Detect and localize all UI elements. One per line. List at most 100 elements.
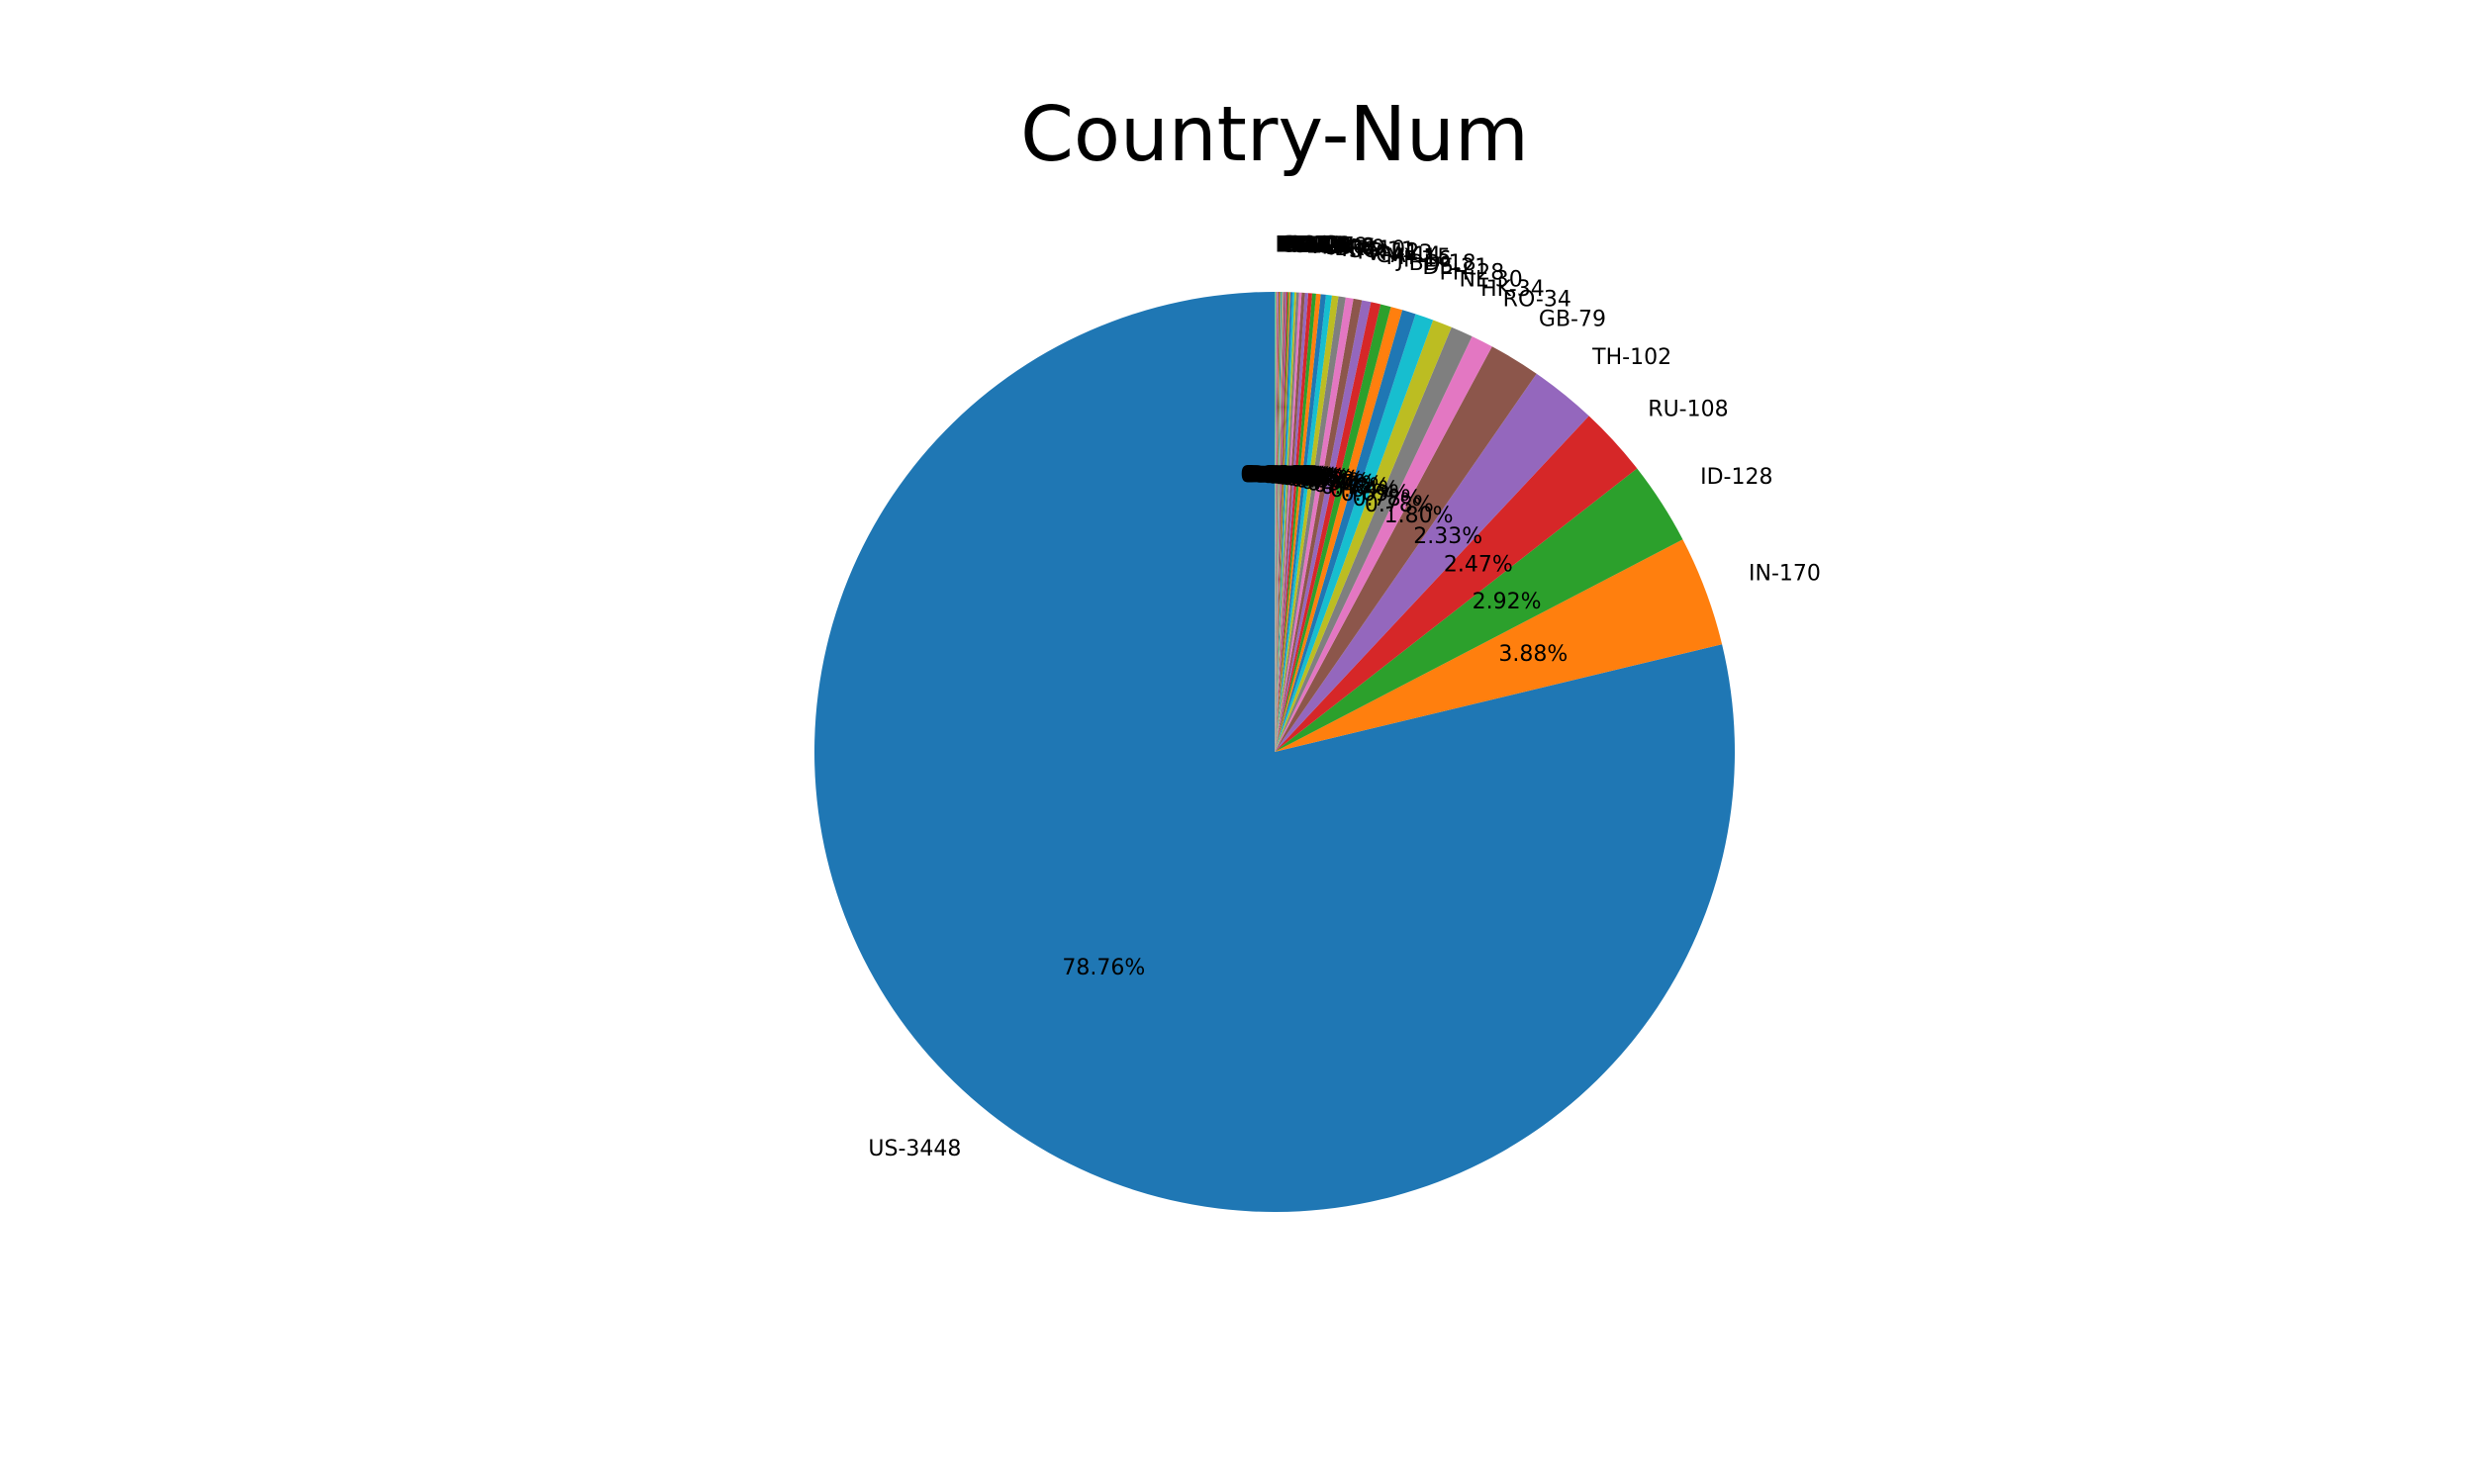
slice-label: CN-2 bbox=[1291, 233, 1345, 258]
slice-percent-label: 0.02% bbox=[1243, 463, 1312, 488]
pie-slice bbox=[1275, 296, 1346, 752]
pie-slice bbox=[1275, 307, 1403, 752]
pie-slice bbox=[1275, 294, 1326, 752]
slice-percent-label: 3.88% bbox=[1498, 642, 1568, 667]
pie-slice bbox=[1275, 300, 1372, 752]
slice-percent-label: 0.05% bbox=[1248, 463, 1317, 488]
slice-percent-label: 0.11% bbox=[1259, 464, 1328, 489]
pie-slice bbox=[1275, 314, 1434, 752]
pie-slice bbox=[1275, 292, 1305, 752]
pie-slice bbox=[1275, 292, 1284, 752]
slice-label: PH-28 bbox=[1439, 260, 1504, 285]
pie-slice bbox=[1275, 292, 1295, 752]
slice-percent-label: 0.02% bbox=[1240, 463, 1309, 488]
slice-percent-label: 0.34% bbox=[1300, 470, 1370, 495]
pie-slice bbox=[1275, 293, 1309, 752]
slice-label: TW-6 bbox=[1317, 234, 1374, 259]
slice-label: GB-79 bbox=[1539, 308, 1606, 332]
slice-percent-label: 0.02% bbox=[1243, 463, 1312, 488]
pie-slice bbox=[1275, 292, 1277, 752]
slice-label: FR-12 bbox=[1357, 239, 1419, 264]
slice-percent-label: 0.78% bbox=[1365, 493, 1434, 517]
slice-percent-label: 0.07% bbox=[1253, 463, 1322, 488]
slice-label: ZA-2 bbox=[1286, 233, 1338, 258]
slice-label: RO-34 bbox=[1503, 287, 1571, 312]
slice-percent-label: 0.05% bbox=[1247, 463, 1316, 488]
slice-label: BE-1 bbox=[1282, 233, 1332, 258]
pie-slice bbox=[1275, 292, 1293, 752]
pie-slice bbox=[1275, 292, 1283, 752]
pie-slice bbox=[814, 292, 1736, 1212]
slice-percent-label: 0.25% bbox=[1281, 466, 1350, 491]
slice-percent-label: 0.69% bbox=[1341, 482, 1410, 507]
slice-label: PT-1 bbox=[1280, 233, 1326, 258]
slice-label: AT-1 bbox=[1281, 233, 1327, 258]
slice-percent-label: 0.14% bbox=[1264, 464, 1333, 489]
slice-label: KR-10 bbox=[1341, 237, 1405, 262]
slice-percent-label: 0.18% bbox=[1270, 465, 1339, 490]
slice-percent-label: 0.37% bbox=[1306, 471, 1376, 496]
slice-percent-label: 0.02% bbox=[1245, 463, 1314, 488]
slice-label: SA-2 bbox=[1288, 233, 1339, 258]
pie-slice bbox=[1275, 373, 1589, 752]
slice-label: DE-21 bbox=[1422, 255, 1488, 280]
slice-labels: US-3448 IN-170 ID-128 RU-108 TH-102 GB-79RO-3… bbox=[868, 233, 1821, 1161]
pie-slice bbox=[1275, 292, 1278, 752]
slice-label: CO-2 bbox=[1285, 233, 1340, 258]
pie-slice bbox=[1275, 292, 1281, 752]
pie-slice bbox=[1275, 302, 1381, 752]
pie-slices bbox=[814, 292, 1736, 1212]
pie-slice bbox=[1275, 416, 1638, 752]
pie-slice bbox=[1275, 539, 1723, 752]
pie-slice bbox=[1275, 293, 1316, 752]
slice-label: AE-1 bbox=[1278, 233, 1328, 258]
pie-slice bbox=[1275, 292, 1284, 752]
slice-percent-label: 2.92% bbox=[1473, 590, 1542, 614]
slice-label: MX-3 bbox=[1297, 233, 1352, 258]
slice-percent-label: 0.02% bbox=[1243, 463, 1312, 488]
slice-percent-label: 0.02% bbox=[1241, 463, 1310, 488]
slice-label: BR-9 bbox=[1334, 236, 1384, 261]
slice-percent-label: 0.32% bbox=[1295, 469, 1365, 494]
slice-label: IL-1 bbox=[1278, 233, 1317, 258]
slice-label: HK-34 bbox=[1480, 277, 1545, 302]
pie-slice bbox=[1275, 346, 1537, 752]
slice-label: VN-13 bbox=[1366, 241, 1432, 266]
pie-slice bbox=[1275, 292, 1289, 752]
pie-slice bbox=[1275, 292, 1302, 752]
slice-percent-label: 2.47% bbox=[1444, 553, 1513, 578]
slice-percent-label: 0.16% bbox=[1267, 464, 1336, 489]
slice-percent-label: 0.41% bbox=[1313, 473, 1382, 498]
chart-title: Country-Num bbox=[1020, 91, 1529, 179]
slice-label: BD-18 bbox=[1409, 251, 1476, 276]
slice-percent-label: 0.21% bbox=[1273, 465, 1342, 490]
slice-label: IN-170 bbox=[1749, 562, 1821, 587]
slice-label: UA-7 bbox=[1323, 235, 1376, 260]
slice-percent-label: 0.11% bbox=[1257, 464, 1326, 489]
slice-label: AU-6 bbox=[1314, 234, 1367, 259]
pie-slice bbox=[1275, 293, 1321, 752]
slice-percent-label: 0.05% bbox=[1249, 463, 1318, 488]
pie-slice bbox=[1275, 320, 1452, 752]
slice-percent-label: 0.30% bbox=[1289, 468, 1359, 493]
pie-slice bbox=[1275, 292, 1297, 752]
slice-label: GR-1 bbox=[1279, 233, 1331, 258]
slice-label: EG-3 bbox=[1295, 233, 1348, 258]
pie-slice bbox=[1275, 326, 1473, 752]
slice-label: MY-15 bbox=[1385, 245, 1451, 270]
slice-percent-label: 0.02% bbox=[1245, 463, 1314, 488]
slice-percent-label: 0.02% bbox=[1244, 463, 1313, 488]
slice-percent-label: 0.64% bbox=[1330, 478, 1399, 503]
slice-label: NZ-1 bbox=[1277, 233, 1329, 258]
slice-label: SE-1 bbox=[1283, 233, 1332, 258]
pie-slice bbox=[1275, 292, 1280, 752]
pie-slice bbox=[1275, 292, 1285, 752]
slice-label: TR-4 bbox=[1302, 233, 1353, 258]
slice-label: ES-5 bbox=[1306, 233, 1356, 258]
slice-label: ID-128 bbox=[1700, 465, 1772, 490]
slice-percent-label: 0.02% bbox=[1242, 463, 1311, 488]
slice-label: TH-102 bbox=[1591, 345, 1671, 370]
pie-slice bbox=[1275, 292, 1282, 752]
slice-percent-label: 0.02% bbox=[1241, 463, 1310, 488]
